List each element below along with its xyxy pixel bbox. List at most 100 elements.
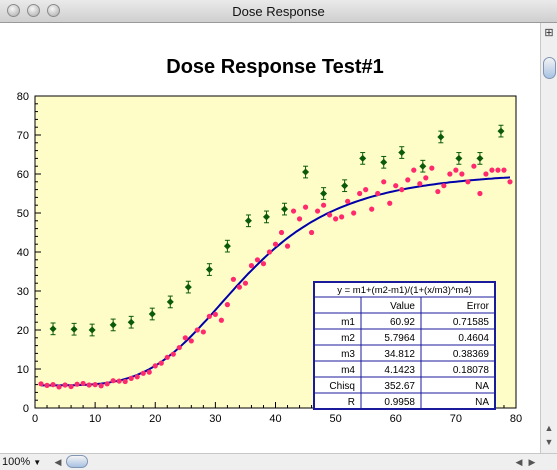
zoom-select[interactable]: 100% ▼: [2, 455, 52, 469]
y-tick-label: 50: [17, 208, 29, 220]
table-cell: 0.9958: [384, 397, 415, 408]
errorbar-point: [398, 146, 406, 159]
errorbar-point: [184, 280, 192, 294]
diamond-marker: [398, 149, 406, 157]
scroll-down-arrow-icon[interactable]: ▼: [544, 437, 554, 447]
scroll-left-end-arrow-icon[interactable]: ◀: [515, 457, 523, 467]
plot-canvas[interactable]: Dose Response Test#1 0 10 20 30 40 50 60 70 80 0 1…: [0, 23, 540, 453]
table-cell: 0.18078: [453, 365, 490, 376]
data-point: [218, 317, 224, 323]
y-tick-label: 80: [17, 91, 29, 103]
data-point: [375, 190, 381, 197]
data-point: [495, 167, 501, 173]
data-point: [230, 276, 237, 282]
diamond-marker: [88, 326, 96, 334]
data-point: [405, 177, 411, 183]
table-cell: m4: [341, 365, 355, 376]
errorbar-point: [148, 307, 156, 321]
data-point: [278, 229, 285, 236]
errorbar-point: [88, 323, 96, 337]
data-point: [363, 187, 369, 193]
table-cell: 0.38369: [453, 349, 490, 360]
data-point: [200, 329, 206, 335]
diamond-marker: [109, 321, 117, 329]
errorbar-point: [49, 322, 57, 336]
data-point: [116, 378, 122, 384]
errorbar-point: [380, 155, 388, 169]
title-bar[interactable]: Dose Response: [0, 0, 557, 23]
errorbar-point: [70, 322, 78, 336]
vertical-scroll-thumb[interactable]: [543, 57, 556, 79]
errorbar-point: [244, 214, 252, 228]
table-cell: m2: [341, 333, 355, 344]
errorbar-point: [476, 152, 484, 165]
data-point: [387, 200, 393, 206]
data-point: [170, 351, 176, 357]
data-point: [176, 344, 182, 351]
errorbar-point: [359, 152, 367, 165]
data-point: [453, 167, 459, 173]
horizontal-scroll-thumb[interactable]: [66, 455, 88, 468]
scroll-left-arrow-icon[interactable]: ◀: [54, 457, 62, 467]
close-button[interactable]: [7, 4, 20, 17]
errorbar-point: [109, 318, 117, 332]
data-point: [435, 188, 441, 195]
chart-title: Dose Response Test#1: [166, 56, 384, 78]
data-point: [134, 374, 140, 380]
data-point: [224, 302, 230, 308]
x-tick-label: 50: [330, 413, 342, 425]
minimize-button[interactable]: [27, 4, 40, 17]
diamond-marker: [223, 242, 231, 250]
data-point: [248, 263, 255, 269]
data-point: [194, 327, 200, 333]
zoom-button[interactable]: [47, 4, 60, 17]
data-point: [393, 183, 399, 189]
data-point: [92, 382, 98, 388]
data-point: [429, 165, 435, 171]
dose-response-chart: Dose Response Test#1 0 10 20 30 40 50 60 70 80 0 1…: [17, 56, 522, 425]
data-point: [477, 190, 483, 197]
data-point: [417, 181, 423, 187]
errorbar-point: [205, 263, 213, 276]
data-point: [206, 313, 212, 319]
horizontal-scrollbar[interactable]: 100% ▼ ◀ ◀ ▶: [0, 453, 557, 470]
data-point: [333, 216, 339, 222]
table-cell: 60.92: [390, 317, 415, 328]
data-point: [146, 369, 152, 375]
diamond-marker: [419, 162, 427, 170]
y-tick-label: 60: [17, 169, 29, 181]
chevron-down-icon: ▼: [33, 458, 42, 467]
errorbar-series-layer: [49, 124, 505, 337]
diamond-marker: [380, 158, 388, 166]
table-cell: Error: [467, 301, 490, 312]
data-point: [56, 384, 62, 390]
errorbar-point: [302, 165, 310, 179]
errorbar-point: [320, 187, 328, 200]
data-point: [290, 208, 297, 214]
data-point: [441, 183, 447, 189]
data-point: [327, 212, 333, 218]
table-cell: Value: [390, 301, 415, 312]
scroll-right-arrow-icon[interactable]: ▶: [528, 457, 536, 467]
y-tick-label: 10: [17, 364, 29, 376]
split-view-icon[interactable]: ⊞: [544, 27, 554, 39]
vertical-scrollbar[interactable]: ⊞ ▲ ▼: [540, 23, 557, 453]
data-point: [212, 311, 218, 317]
diamond-marker: [205, 266, 213, 274]
x-tick-label: 60: [390, 413, 402, 425]
data-point: [236, 284, 243, 290]
data-point: [465, 179, 471, 185]
data-point: [302, 204, 309, 210]
scroll-up-arrow-icon[interactable]: ▲: [544, 423, 554, 433]
data-point: [284, 243, 291, 249]
errorbar-point: [341, 179, 349, 193]
diamond-marker: [49, 325, 57, 333]
data-point: [351, 210, 357, 216]
data-point: [188, 338, 194, 344]
table-cell: m1: [341, 317, 355, 328]
table-cell: 4.1423: [384, 365, 415, 376]
table-cell: NA: [475, 397, 489, 408]
data-point: [80, 380, 86, 387]
errorbar-point: [281, 202, 289, 216]
